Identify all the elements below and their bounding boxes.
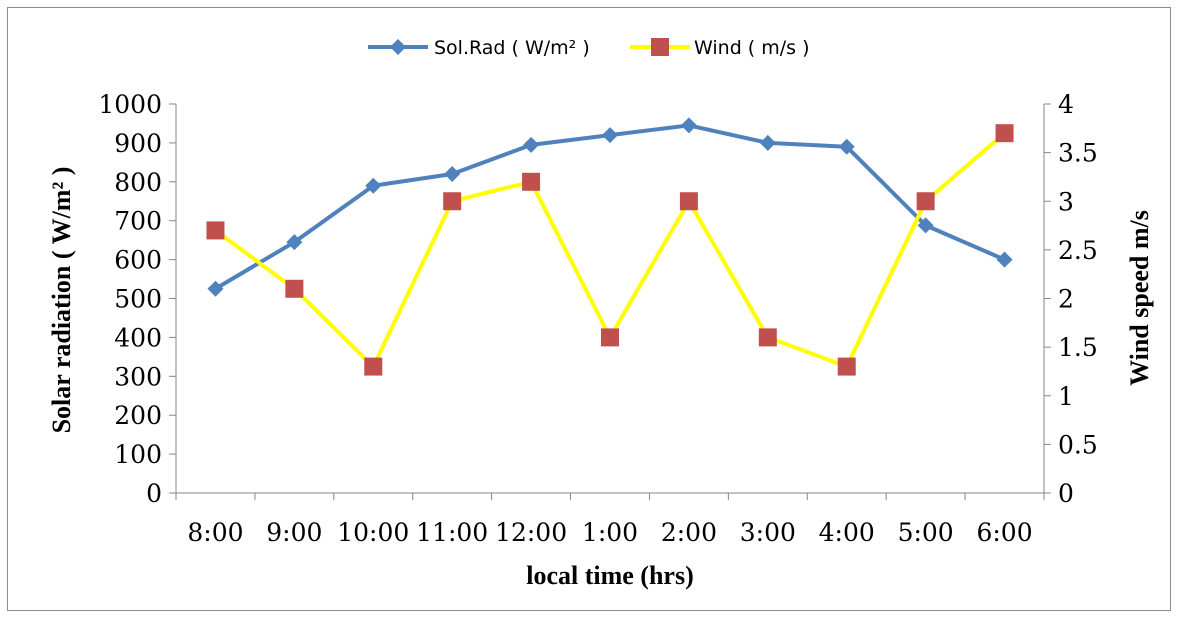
- left-y-tick-label: 600: [114, 246, 162, 275]
- left-y-tick-label: 0: [146, 479, 162, 508]
- right-y-tick-label: 0: [1058, 479, 1074, 508]
- plot-series: [206, 117, 1014, 376]
- data-point-diamond: [523, 136, 540, 153]
- data-point-square: [837, 357, 856, 376]
- legend-wind-marker: [651, 38, 669, 56]
- left-y-tick-label: 300: [114, 362, 162, 391]
- left-y-tick-label: 800: [114, 168, 162, 197]
- data-point-diamond: [759, 134, 776, 151]
- left-y-axis-title: Solar radiation ( W/m² ): [47, 167, 76, 434]
- right-y-tick-label: 4: [1058, 90, 1074, 119]
- right-y-tick-label: 3: [1058, 187, 1074, 216]
- x-tick-label: 11:00: [416, 518, 488, 547]
- left-y-tick-label: 900: [114, 129, 162, 158]
- legend-solar-marker: [390, 39, 406, 55]
- right-y-tick-label: 1.5: [1058, 333, 1098, 362]
- legend-wind-label: Wind ( m/s ): [694, 37, 810, 59]
- data-point-square: [522, 172, 541, 191]
- data-point-diamond: [286, 234, 303, 251]
- data-point-square: [916, 192, 935, 211]
- data-point-diamond: [838, 138, 855, 155]
- left-y-axis: 0 100 200 300 400 500 600 700 800 900 1000: [98, 90, 177, 508]
- x-axis: 8:00 9:00 10:00 11:00 12:00 1:00 2:00 3:00 4:00 5…: [175, 492, 1045, 547]
- x-ticks: 8:00 9:00 10:00 11:00 12:00 1:00 2:00 3:00 4:00 5…: [175, 493, 1045, 547]
- data-point-diamond: [680, 117, 697, 134]
- series-wind-speed: [206, 124, 1014, 376]
- right-y-tick-label: 3.5: [1058, 139, 1098, 168]
- x-tick-label: 12:00: [495, 518, 567, 547]
- left-y-ticks: 0 100 200 300 400 500 600 700 800 900 1000: [98, 90, 176, 508]
- data-point-square: [285, 279, 304, 298]
- left-y-tick-label: 100: [114, 440, 162, 469]
- x-tick-label: 9:00: [266, 518, 322, 547]
- right-y-tick-label: 2.5: [1058, 236, 1098, 265]
- data-point-diamond: [365, 177, 382, 194]
- data-point-diamond: [444, 166, 461, 183]
- data-point-square: [995, 124, 1014, 143]
- data-point-square: [206, 221, 225, 240]
- x-tick-label: 5:00: [898, 518, 954, 547]
- data-point-square: [443, 192, 462, 211]
- right-y-tick-label: 1: [1058, 382, 1074, 411]
- data-point-diamond: [207, 280, 224, 297]
- right-y-axis-title: Wind speed m/s: [1125, 210, 1154, 386]
- data-point-square: [679, 192, 698, 211]
- x-tick-label: 4:00: [819, 518, 875, 547]
- legend-solar-label: Sol.Rad ( W/m² ): [434, 37, 590, 59]
- legend: Sol.Rad ( W/m² ) Wind ( m/s ): [368, 37, 810, 59]
- left-y-tick-label: 700: [114, 207, 162, 236]
- data-point-square: [758, 328, 777, 347]
- data-point-diamond: [917, 217, 934, 234]
- data-point-diamond: [602, 127, 618, 144]
- x-tick-label: 1:00: [582, 518, 638, 547]
- data-point-square: [364, 357, 383, 376]
- right-y-tick-label: 0.5: [1058, 430, 1098, 459]
- x-axis-title: local time (hrs): [526, 561, 694, 590]
- left-y-tick-label: 500: [114, 285, 162, 314]
- right-y-axis: 0 0.5 1 1.5 2 2.5 3 3.5 4: [1043, 90, 1098, 508]
- left-y-tick-label: 400: [114, 323, 162, 352]
- left-y-tick-label: 1000: [98, 90, 162, 119]
- x-tick-label: 3:00: [740, 518, 796, 547]
- left-y-tick-label: 200: [114, 401, 162, 430]
- data-point-diamond: [996, 251, 1013, 268]
- chart-frame: [7, 7, 1171, 611]
- x-tick-label: 6:00: [976, 518, 1032, 547]
- legend-item-wind: Wind ( m/s ): [630, 37, 810, 59]
- legend-item-solar: Sol.Rad ( W/m² ): [368, 37, 590, 59]
- right-y-tick-label: 2: [1058, 285, 1074, 314]
- data-point-square: [601, 328, 619, 347]
- x-tick-label: 2:00: [661, 518, 717, 547]
- series-solar-radiation: [207, 117, 1013, 297]
- x-tick-label: 10:00: [337, 518, 409, 547]
- x-tick-label: 8:00: [187, 518, 243, 547]
- right-y-ticks: 0 0.5 1 1.5 2 2.5 3 3.5 4: [1044, 90, 1098, 508]
